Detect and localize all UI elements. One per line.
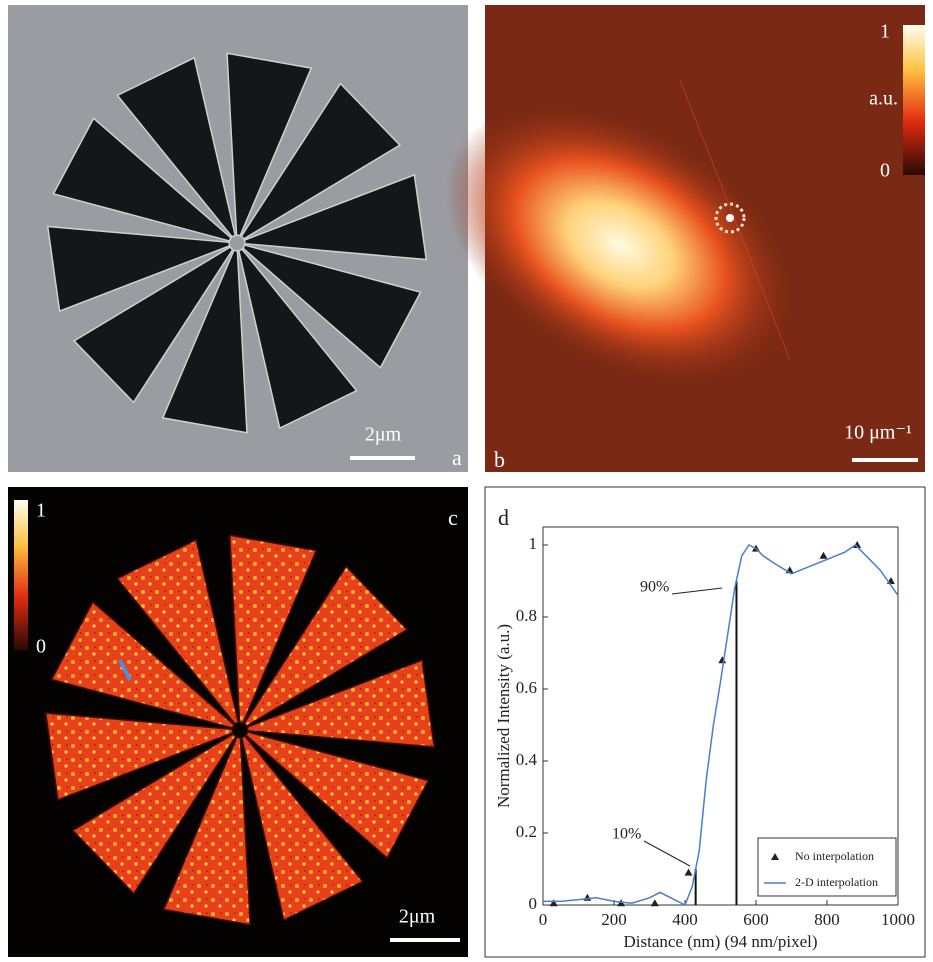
x-tick-label: 200 [601,910,627,929]
colorbar [903,25,925,175]
panel-label: b [494,447,505,472]
y-tick-label: 1 [529,534,538,553]
pattern-center [726,214,734,222]
x-tick-label: 800 [814,910,840,929]
scale-label: 2μm [365,424,402,446]
y-axis-label: Normalized Intensity (a.u.) [494,624,513,808]
colorbar-label: 0 [36,636,46,658]
y-tick-label: 0.4 [516,750,538,769]
x-tick-label: 400 [672,910,698,929]
colorbar-label: 1 [36,500,46,522]
y-tick-label: 0 [529,894,538,913]
colorbar-unit: a.u. [869,88,898,110]
figure: 2μm a 1 a.u. 0 10 μm⁻¹ b 1 0 2μm c 0 0.2 0… [0,0,933,962]
annotation: 90% [640,579,669,596]
legend-label: 2-D interpolation [795,875,878,889]
x-tick-label: 1000 [881,910,915,929]
x-tick-label: 0 [539,910,548,929]
x-axis-label: Distance (nm) (94 nm/pixel) [623,932,817,951]
panel-label: d [498,505,509,530]
y-tick-label: 0.2 [516,822,537,841]
panel-label: c [448,505,458,530]
annotation: 10% [612,826,641,843]
colorbar [14,500,28,650]
legend-label: No interpolation [795,849,874,863]
scale-label: 2μm [399,906,436,928]
colorbar-label: 1 [880,21,890,43]
panel-label: a [452,445,462,470]
y-tick-label: 0.6 [516,678,537,697]
y-tick-label: 0.8 [516,606,537,625]
x-tick-label: 600 [743,910,769,929]
colorbar-label: 0 [880,160,890,182]
scale-label: 10 μm⁻¹ [844,422,912,444]
